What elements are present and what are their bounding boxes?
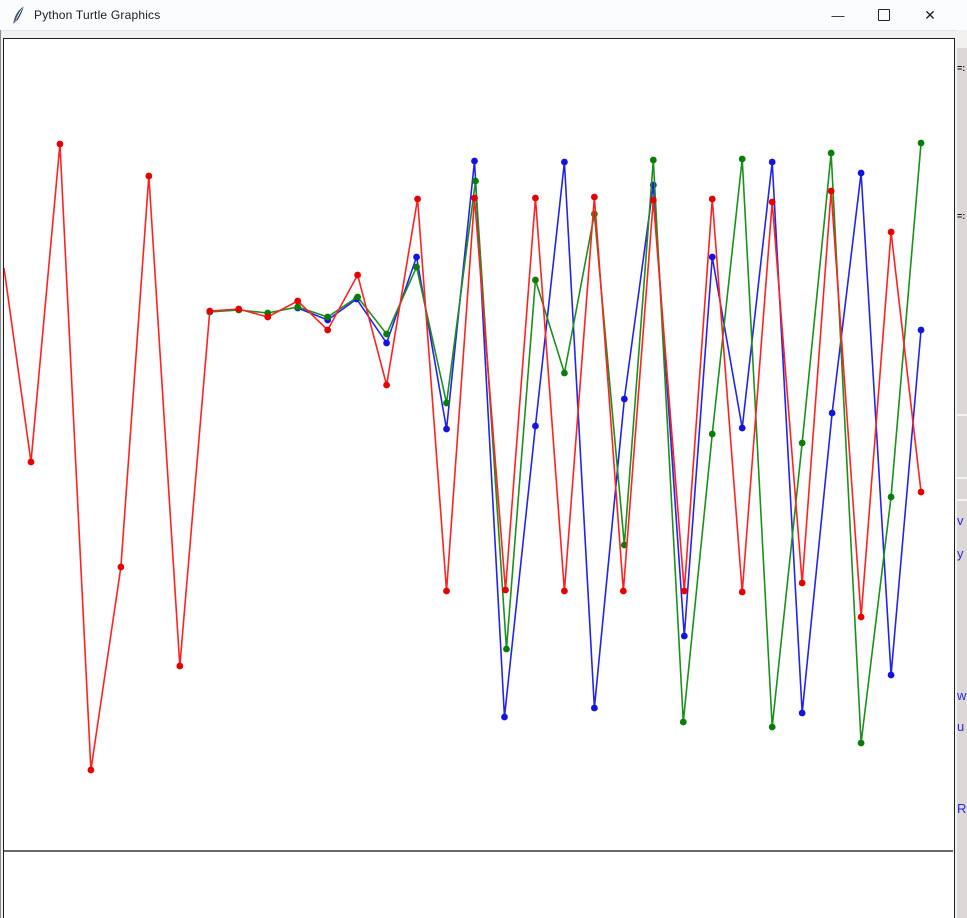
red-series-marker: [117, 563, 125, 571]
red-series-marker: [235, 305, 243, 313]
red-series-marker: [590, 193, 598, 201]
green-series-marker: [561, 369, 568, 377]
window-title: Python Turtle Graphics: [34, 8, 161, 22]
red-series-marker: [414, 195, 421, 203]
turtle-drawing: [4, 139, 954, 852]
window-controls: — ✕: [815, 0, 953, 30]
close-button[interactable]: ✕: [907, 0, 953, 30]
red-series-marker: [354, 271, 362, 279]
blue-series-marker: [471, 157, 478, 165]
blue-series-marker: [413, 253, 420, 261]
red-series-marker: [532, 194, 539, 202]
green-series-line: [209, 142, 922, 744]
background-window-text-fragment: y: [957, 546, 964, 561]
blue-series-marker: [828, 409, 836, 417]
python-feather-icon: [13, 6, 24, 24]
red-series-marker: [27, 458, 35, 466]
red-series-marker: [561, 587, 568, 595]
green-series-marker: [413, 263, 420, 271]
red-series-marker: [471, 194, 478, 202]
background-window-text-fragment: w: [957, 688, 967, 703]
red-series-marker: [324, 326, 332, 334]
blue-series-marker: [590, 704, 598, 712]
minimize-icon: —: [831, 7, 845, 23]
strip-separator: [957, 477, 967, 479]
title-bar[interactable]: Python Turtle Graphics — ✕: [0, 0, 967, 31]
red-series-marker: [383, 381, 390, 389]
red-series-marker: [827, 187, 835, 195]
blue-series-marker: [917, 326, 925, 334]
green-series-marker: [590, 210, 598, 218]
close-icon: ✕: [924, 6, 936, 23]
red-series-marker: [768, 198, 776, 206]
red-series-marker: [619, 587, 627, 595]
red-series-marker: [502, 586, 509, 594]
background-window-text-fragment: u: [957, 719, 965, 734]
blue-series-marker: [768, 158, 776, 166]
background-window-topband: [957, 30, 967, 48]
red-series-marker: [176, 662, 184, 670]
green-series-marker: [294, 303, 302, 311]
blue-series-marker: [680, 632, 688, 640]
green-series-marker: [503, 645, 510, 653]
blue-series-marker: [532, 422, 539, 430]
blue-series-marker: [501, 713, 508, 721]
red-series-marker: [649, 196, 657, 204]
green-series-marker: [827, 149, 835, 157]
window-left-edge: [0, 30, 1, 918]
red-series-marker: [264, 313, 272, 321]
blue-series-marker: [738, 424, 746, 432]
green-series-marker: [887, 493, 895, 501]
red-series-marker: [887, 228, 895, 236]
red-series-marker: [680, 587, 688, 595]
background-window-mark: =:: [957, 211, 966, 221]
red-series-marker: [294, 297, 302, 305]
red-series-marker: [738, 588, 746, 596]
background-window-text-fragment: v: [957, 513, 964, 528]
green-series-marker: [917, 139, 925, 147]
red-series-marker: [145, 172, 153, 180]
blue-series-marker: [443, 425, 450, 433]
blue-series-marker: [798, 709, 806, 717]
red-series-marker: [917, 488, 925, 496]
green-series-marker: [354, 293, 362, 301]
red-series-line: [4, 143, 922, 771]
green-series-marker: [324, 313, 332, 321]
red-series-marker: [56, 140, 64, 148]
green-series-marker: [768, 723, 776, 731]
green-series-marker: [532, 276, 539, 284]
green-series-marker: [798, 439, 806, 447]
green-series-marker: [857, 739, 865, 747]
green-series-marker: [383, 330, 390, 338]
minimize-button[interactable]: —: [815, 0, 861, 30]
background-window-text-fragment: R: [957, 801, 967, 816]
blue-series-marker: [561, 158, 568, 166]
green-series-marker: [738, 155, 746, 163]
red-series-marker: [857, 613, 865, 621]
red-series-marker: [443, 587, 450, 595]
green-series-marker: [649, 156, 657, 164]
background-window-mark: =:: [957, 63, 966, 73]
red-series-marker: [87, 766, 95, 774]
strip-separator: [957, 414, 967, 416]
turtle-canvas: [3, 38, 955, 918]
strip-separator: [957, 499, 967, 501]
green-series-marker: [708, 430, 716, 438]
red-series-marker: [798, 579, 806, 587]
blue-series-marker: [887, 671, 895, 679]
blue-series-marker: [383, 339, 390, 347]
maximize-button[interactable]: [861, 0, 907, 30]
blue-series-marker: [620, 395, 628, 403]
blue-series-marker: [708, 253, 716, 261]
background-window-strip: =: =: v y w u R: [957, 30, 967, 918]
maximize-icon: [878, 9, 890, 21]
red-series-marker: [206, 307, 214, 315]
blue-series-marker: [857, 169, 865, 177]
green-series-marker: [472, 177, 479, 185]
green-series-marker: [443, 399, 450, 407]
red-series-marker: [708, 195, 716, 203]
green-series-marker: [679, 718, 687, 726]
